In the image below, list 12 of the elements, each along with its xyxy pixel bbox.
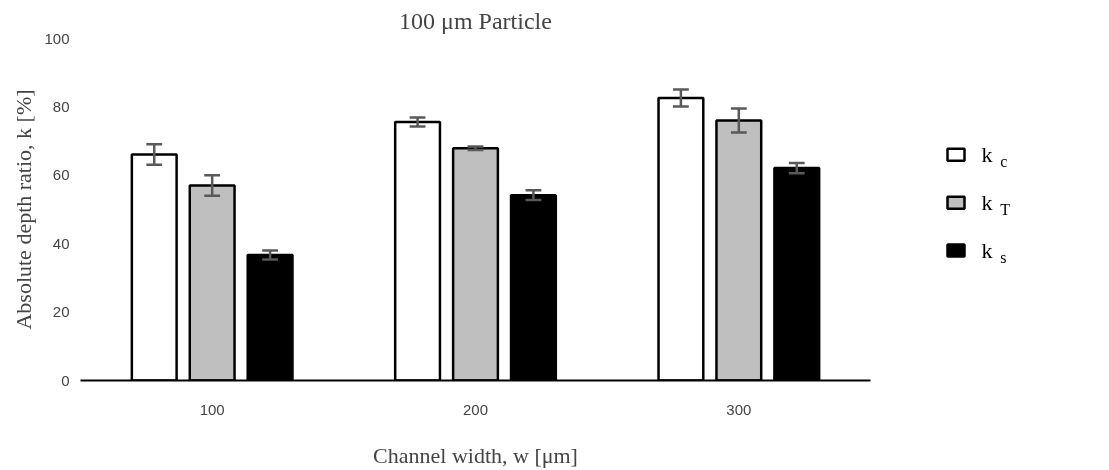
- y-tick-label: 20: [52, 303, 70, 321]
- x-tick-label: 300: [726, 400, 752, 418]
- y-tick-label: 0: [61, 371, 70, 389]
- y-tick-label: 60: [52, 166, 70, 184]
- x-tick-label: 100: [199, 400, 225, 418]
- y-tick-label: 40: [52, 234, 70, 252]
- x-axis-title: Channel width, w [μm]: [373, 442, 578, 468]
- x-tick-label: 200: [462, 400, 489, 418]
- y-tick-label: 80: [52, 97, 70, 115]
- chart-title: 100 μm Particle: [399, 7, 552, 34]
- y-tick-label: 100: [44, 29, 70, 47]
- y-axis-title: Absolute depth ratio, k [%]: [11, 89, 37, 330]
